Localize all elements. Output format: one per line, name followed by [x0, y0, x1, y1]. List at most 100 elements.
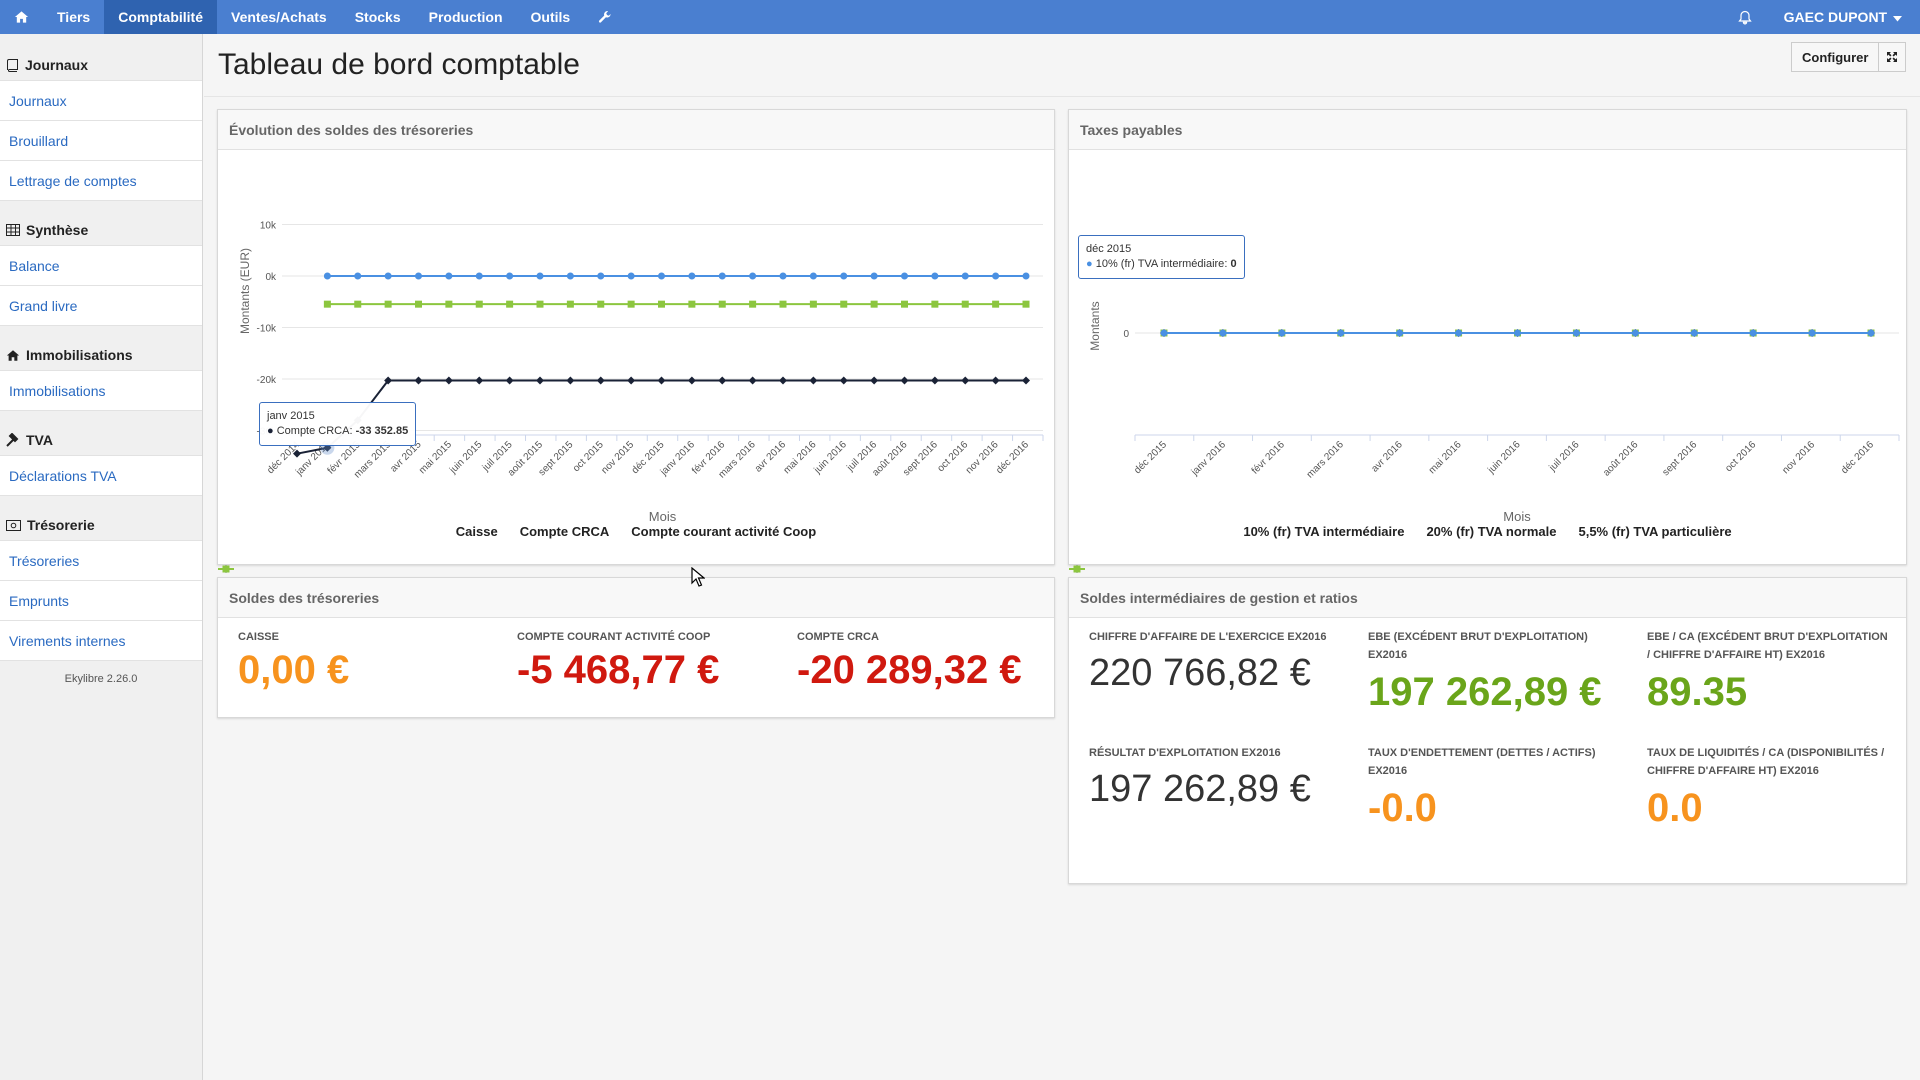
kpi-label: EBE (EXCÉDENT BRUT D'EXPLOITATION) EX201…	[1368, 631, 1588, 661]
data-point	[961, 300, 969, 308]
tooltip-value: -33 352.85	[355, 425, 409, 437]
data-point	[414, 376, 423, 385]
data-point	[415, 272, 422, 280]
data-point	[657, 376, 666, 385]
treasury-evolution-panel: Évolution des soldes des trésoreries 10k…	[217, 109, 1055, 573]
data-point	[840, 272, 848, 280]
money-icon	[6, 519, 21, 531]
x-tick-label: sept 2016	[1661, 439, 1700, 478]
sidebar-section-tresorerie: Trésorerie	[0, 510, 202, 540]
legend-label: 5,5% (fr) TVA particulière	[1578, 524, 1732, 539]
data-point	[748, 376, 757, 385]
legend-item-compte-crca[interactable]: Compte CRCA	[218, 524, 610, 573]
kpi-value: 0.0	[1647, 786, 1703, 830]
sidebar-item-balance[interactable]: Balance	[0, 246, 202, 286]
data-point	[354, 300, 362, 308]
data-point	[384, 272, 392, 280]
nav-ventes-achats[interactable]: Ventes/Achats	[231, 9, 327, 25]
x-tick-label: juin 2016	[1485, 439, 1522, 476]
legend-item-caisse[interactable]: Caisse	[218, 524, 498, 573]
data-point	[1278, 329, 1286, 337]
data-point	[323, 300, 331, 308]
data-point	[1337, 329, 1345, 337]
x-tick-label: déc 2016	[994, 439, 1031, 476]
data-point	[566, 376, 575, 385]
legend-item-compte-coop[interactable]: Compte courant activité Coop	[218, 524, 816, 573]
sidebar-item-tresoreries[interactable]: Trésoreries	[0, 541, 202, 581]
legend-item-tva-5-5[interactable]: 5,5% (fr) TVA particulière	[1069, 524, 1732, 573]
data-point	[658, 300, 665, 308]
data-point	[839, 376, 848, 385]
sidebar-section-title: Trésorerie	[27, 517, 95, 533]
data-point	[1160, 329, 1168, 337]
data-point	[1631, 329, 1639, 337]
data-point	[840, 300, 848, 308]
sidebar-item-immobilisations[interactable]: Immobilisations	[0, 371, 202, 411]
legend-item-tva-20[interactable]: 20% (fr) TVA normale	[1069, 524, 1556, 573]
data-point	[870, 376, 879, 385]
data-point	[1749, 329, 1757, 337]
user-menu[interactable]: GAEC DUPONT	[1758, 9, 1920, 25]
legend-item-tva-10[interactable]: 10% (fr) TVA intermédiaire	[1069, 524, 1404, 573]
wrench-icon	[599, 11, 611, 23]
configure-button[interactable]: Configurer	[1791, 42, 1880, 72]
data-point	[1572, 329, 1580, 337]
sidebar-item-grand-livre[interactable]: Grand livre	[0, 286, 202, 326]
legend-marker-square-icon	[1069, 565, 1085, 573]
sidebar-item-brouillard[interactable]: Brouillard	[0, 121, 202, 161]
tooltip-series: 10% (fr) TVA intermédiaire	[1095, 258, 1225, 270]
kpi-label: COMPTE CRCA	[797, 631, 879, 643]
chart-tooltip: janv 2015 ● Compte CRCA: -33 352.85	[259, 402, 417, 446]
sidebar-section-title: TVA	[26, 432, 53, 448]
data-point	[992, 300, 1000, 308]
page-title: Tableau de bord comptable	[218, 48, 580, 81]
x-tick-label: août 2016	[1601, 439, 1641, 479]
nav-production[interactable]: Production	[428, 9, 503, 25]
sidebar-section-tva: TVA	[0, 425, 202, 455]
data-point	[779, 300, 787, 308]
data-point	[475, 376, 484, 385]
x-tick-label: avr 2016	[1369, 439, 1405, 475]
sidebar-section-title: Journaux	[25, 57, 89, 73]
x-tick-label: juin 2015	[447, 439, 484, 476]
sidebar-item-emprunts[interactable]: Emprunts	[0, 581, 202, 621]
tooltip-series: Compte CRCA	[276, 425, 350, 437]
book-icon	[7, 58, 18, 72]
settings-wrench-button[interactable]	[584, 0, 626, 34]
panel-title: Soldes des trésoreries	[218, 578, 1054, 618]
nav-tiers[interactable]: Tiers	[57, 9, 91, 25]
sidebar-item-virements-internes[interactable]: Virements internes	[0, 621, 202, 661]
notifications-button[interactable]	[1732, 0, 1758, 34]
data-point	[505, 376, 514, 385]
legend-label: Caisse	[455, 524, 498, 539]
data-point	[444, 376, 453, 385]
data-point	[809, 272, 817, 280]
home-button[interactable]	[0, 0, 43, 34]
legend-marker-square-icon	[218, 565, 234, 573]
data-point	[688, 300, 696, 308]
legend-label: Compte CRCA	[519, 524, 610, 539]
y-tick-label: 0k	[265, 272, 277, 283]
data-point	[749, 300, 757, 308]
sidebar-item-lettrage[interactable]: Lettrage de comptes	[0, 161, 202, 201]
sidebar-item-journaux[interactable]: Journaux	[0, 81, 202, 121]
mouse-cursor-icon	[691, 567, 705, 587]
x-tick-label: mai 2016	[782, 439, 819, 476]
nav-outils[interactable]: Outils	[530, 9, 571, 25]
sidebar-section-immobilisations: Immobilisations	[0, 340, 202, 370]
data-point	[779, 272, 787, 280]
data-point	[809, 376, 818, 385]
payable-taxes-panel: Taxes payables 0 déc 2015 janv 2016 févr 20…	[1068, 109, 1907, 573]
panel-title: Taxes payables	[1069, 110, 1906, 150]
data-point	[536, 300, 544, 308]
kpi-value: -20 289,32 €	[797, 648, 1022, 692]
fullscreen-button[interactable]	[1879, 42, 1907, 72]
nav-stocks[interactable]: Stocks	[354, 9, 401, 25]
data-point	[293, 449, 301, 458]
balance-compte-crca: COMPTE CRCA -20 289,32 €	[797, 628, 1022, 693]
sidebar-item-declarations-tva[interactable]: Déclarations TVA	[0, 456, 202, 496]
nav-comptabilite[interactable]: Comptabilité	[104, 0, 217, 34]
data-point	[718, 272, 726, 280]
home-icon	[14, 11, 29, 23]
sidebar-section-journaux: Journaux	[0, 50, 202, 80]
